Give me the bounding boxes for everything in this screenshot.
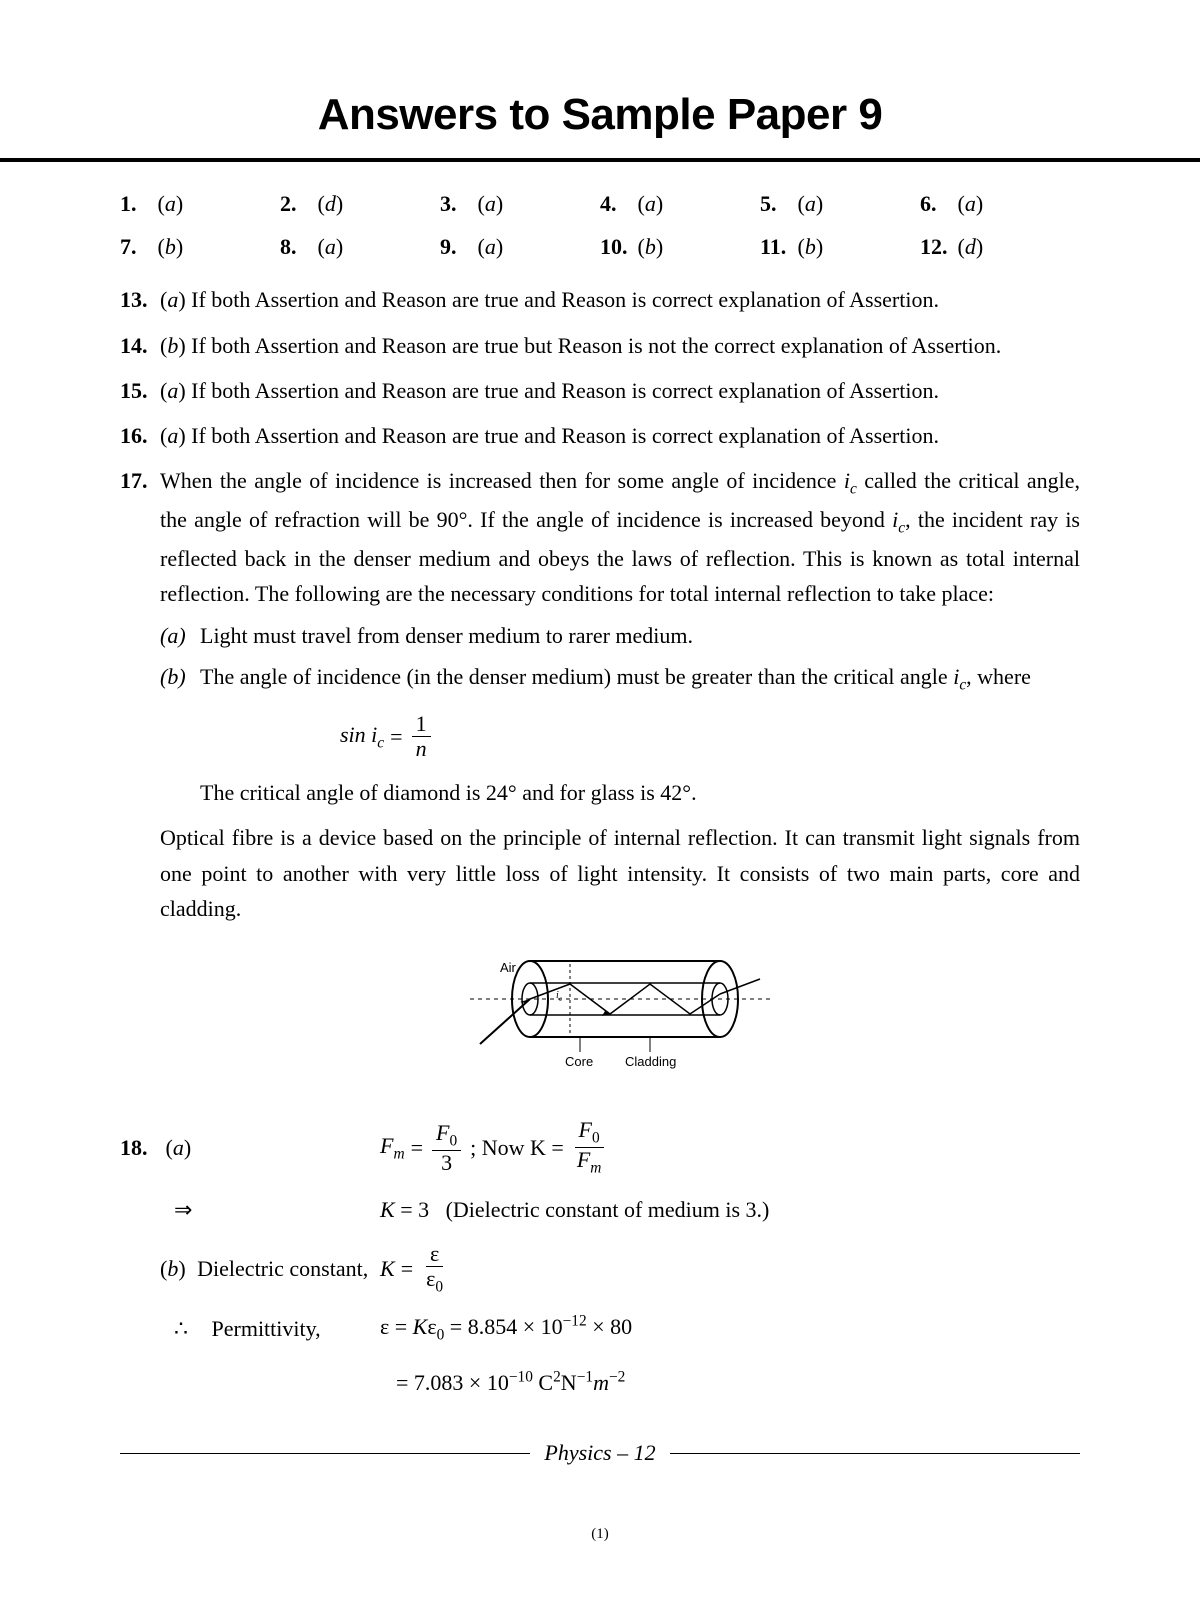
q18-therefore: ∴ [174, 1316, 188, 1341]
answer-17: 17. When the angle of incidence is incre… [120, 463, 1080, 1108]
footer-separator: Physics – 12 [120, 1440, 1080, 1466]
q17-f-num: 1 [412, 712, 431, 737]
q18a-f1d: 3 [437, 1151, 456, 1175]
answer-body: (a) If both Assertion and Reason are tru… [160, 418, 1080, 453]
q18b-fds: 0 [435, 1278, 443, 1295]
q18a-f1n: F [436, 1120, 449, 1145]
mcq-item-9: 9. (a) [440, 229, 600, 264]
q17-sub-b-label: (b) [160, 659, 200, 811]
q18a-f2ds: m [590, 1160, 601, 1177]
q18a-lhs: F [380, 1133, 393, 1158]
q17-sub-a: (a) Light must travel from denser medium… [160, 618, 1080, 653]
diagram-cladding-label: Cladding [625, 1054, 676, 1069]
q17-body: When the angle of incidence is increased… [160, 463, 1080, 1108]
answer-body: (a) If both Assertion and Reason are tru… [160, 282, 1080, 317]
mcq-item-8: 8. (a) [280, 229, 440, 264]
q17-sub-b-1: The angle of incidence (in the denser me… [200, 664, 953, 689]
mcq-item-7: 7. (b) [120, 229, 280, 264]
q18a-f1ns: 0 [449, 1132, 457, 1149]
q17-critical-angles: The critical angle of diamond is 24° and… [200, 775, 1080, 810]
page-number: (1) [0, 1526, 1200, 1543]
answer-num: 13. [120, 282, 160, 317]
mcq-item-2: 2. (d) [280, 186, 440, 221]
q17-sub-b-2: , where [966, 664, 1031, 689]
q17-sub-b: (b) The angle of incidence (in the dense… [160, 659, 1080, 811]
mcq-item-4: 4. (a) [600, 186, 760, 221]
mcq-item-1: 1. (a) [120, 186, 280, 221]
q17-fibre: Optical fibre is a device based on the p… [160, 820, 1080, 926]
q18b-equation: K = ε ε0 [380, 1242, 1080, 1297]
q18b-label: Dielectric constant, [197, 1256, 368, 1281]
q18a-now: ; Now K = [470, 1130, 564, 1165]
svg-text:c: c [559, 995, 562, 1003]
answer-16: 16.(a) If both Assertion and Reason are … [120, 418, 1080, 453]
q17-sub-a-label: (a) [160, 618, 200, 653]
q18a-f2d: F [577, 1147, 590, 1172]
mcq-answer-grid: 1. (a)2. (d)3. (a)4. (a)5. (a)6. (a) 7. (… [120, 186, 1080, 264]
q18-k3: K = 3 (Dielectric constant of medium is … [380, 1192, 1080, 1227]
title-rule [0, 158, 1200, 162]
q18a-equation: Fm = F0 3 ; Now K = F0 Fm [380, 1118, 1080, 1178]
mcq-item-3: 3. (a) [440, 186, 600, 221]
q17-sub-a-text: Light must travel from denser medium to … [200, 618, 1080, 653]
q18a-eq: = [411, 1130, 423, 1165]
answer-num: 16. [120, 418, 160, 453]
q17-sub-b-text: The angle of incidence (in the denser me… [200, 659, 1080, 811]
answer-num: 14. [120, 328, 160, 363]
answer-14: 14.(b) If both Assertion and Reason are … [120, 328, 1080, 363]
diagram-air-label: Air [500, 960, 517, 975]
page-title: Answers to Sample Paper 9 [0, 90, 1200, 140]
mcq-item-5: 5. (a) [760, 186, 920, 221]
q17-f-eq: = [390, 719, 402, 754]
q17-f-sub: c [377, 734, 384, 751]
mcq-item-6: 6. (a) [920, 186, 1080, 221]
q17-intro-a: When the angle of incidence is increased… [160, 468, 844, 493]
q17-number: 17. [120, 463, 160, 1108]
answer-num: 15. [120, 373, 160, 408]
q17-f-den: n [412, 737, 431, 761]
answer-18: 18. (a) Fm = F0 3 ; Now K = F0 Fm [120, 1118, 1080, 1404]
answer-body: (b) If both Assertion and Reason are tru… [160, 328, 1080, 363]
q18-number: 18. [120, 1130, 160, 1165]
q18a-lhs-sub: m [393, 1146, 404, 1163]
q18a-f2ns: 0 [592, 1129, 600, 1146]
answer-13: 13.(a) If both Assertion and Reason are … [120, 282, 1080, 317]
q18-perm-eq1: ε = Kε0 = 8.854 × 10−12 × 80 [380, 1309, 1080, 1348]
q18a-f2n: F [579, 1117, 592, 1142]
q18-perm-eq2: = 7.083 × 10−10 C2N−1m−2 [380, 1365, 1080, 1400]
mcq-item-11: 11. (b) [760, 229, 920, 264]
footer-label: Physics – 12 [540, 1440, 659, 1466]
q18b-fn: ε [426, 1242, 443, 1267]
q18-arrow: ⇒ [120, 1192, 380, 1227]
optical-fibre-diagram: i c Air Core Cladding [160, 944, 1080, 1084]
q17-ic-sub: c [850, 481, 857, 498]
answer-body: (a) If both Assertion and Reason are tru… [160, 373, 1080, 408]
mcq-item-10: 10. (b) [600, 229, 760, 264]
answer-15: 15.(a) If both Assertion and Reason are … [120, 373, 1080, 408]
content-area: 1. (a)2. (d)3. (a)4. (a)5. (a)6. (a) 7. (… [120, 186, 1080, 1404]
diagram-core-label: Core [565, 1054, 593, 1069]
q17-f-lhs: sin i [340, 722, 377, 747]
q18-perm-label: Permittivity, [212, 1316, 321, 1341]
q17-formula: sin ic = 1 n [340, 712, 1080, 761]
mcq-item-12: 12. (d) [920, 229, 1080, 264]
q18b-fd: ε [426, 1266, 435, 1291]
